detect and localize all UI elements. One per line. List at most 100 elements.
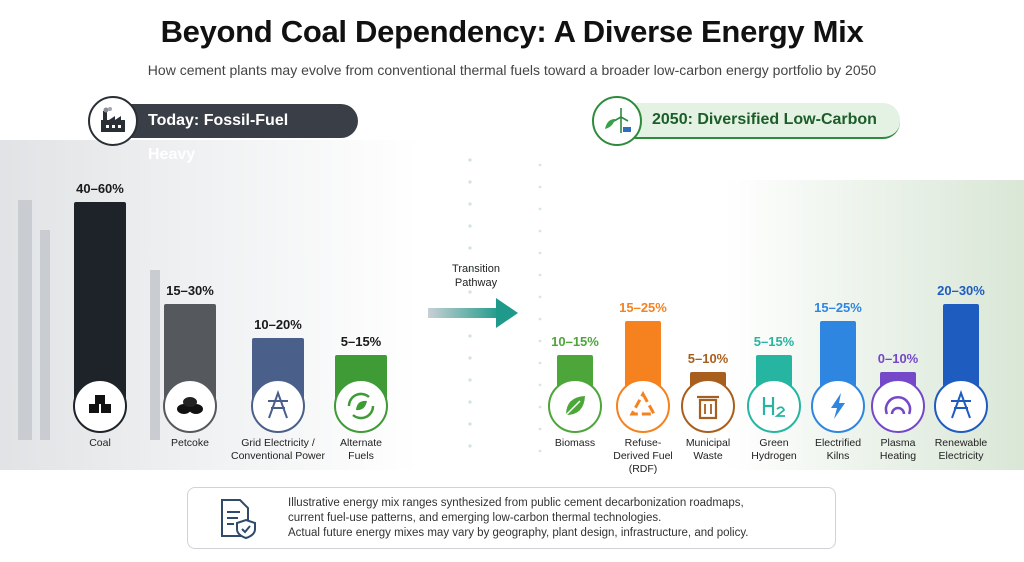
value-label: 15–25% bbox=[814, 300, 862, 315]
today-header-label: Today: Fossil-Fuel Heavy bbox=[122, 104, 358, 163]
today-header: Today: Fossil-Fuel Heavy bbox=[88, 96, 358, 163]
decorative-dot bbox=[538, 163, 542, 167]
transition-label-line1: Transition bbox=[452, 263, 500, 275]
decorative-dot bbox=[538, 317, 542, 321]
bar-coal bbox=[74, 202, 126, 406]
source-note-line: current fuel-use patterns, and emerging … bbox=[288, 512, 662, 524]
bar-group-coal: 40–60% Coal bbox=[73, 181, 127, 449]
smokestack-decoration bbox=[40, 230, 50, 440]
transition-arrow-icon bbox=[428, 158, 542, 453]
category-label: Municipal bbox=[686, 437, 730, 449]
source-note-line: Actual future energy mixes may vary by g… bbox=[288, 527, 749, 539]
leaf-icon bbox=[548, 379, 602, 433]
value-label: 0–10% bbox=[878, 351, 919, 366]
transition-label-line2: Pathway bbox=[454, 277, 498, 289]
decorative-dot bbox=[468, 224, 472, 228]
decorative-dot bbox=[538, 405, 542, 409]
value-label: 15–25% bbox=[619, 300, 667, 315]
trash-icon bbox=[681, 379, 735, 433]
decorative-dot bbox=[538, 361, 542, 365]
decorative-dot bbox=[468, 158, 472, 162]
decorative-dot bbox=[468, 268, 472, 272]
value-label: 20–30% bbox=[937, 283, 985, 298]
category-label: Renewable bbox=[935, 437, 988, 449]
decorative-dot bbox=[468, 444, 472, 448]
category-label: Grid Electricity / bbox=[241, 437, 315, 449]
category-label: Biomass bbox=[555, 437, 595, 449]
source-note-line: Illustrative energy mix ranges synthesiz… bbox=[288, 497, 744, 509]
decorative-dot bbox=[468, 246, 472, 250]
petcoke-icon bbox=[163, 379, 217, 433]
recycle-leaf-icon bbox=[334, 379, 388, 433]
bar-group-grid: 10–20% Grid Electricity /Conventional Pow… bbox=[231, 317, 325, 462]
category-label: Petcoke bbox=[171, 437, 209, 449]
wind-solar-icon bbox=[592, 96, 642, 146]
decorative-dot bbox=[538, 427, 542, 431]
smokestack-decoration bbox=[150, 270, 160, 440]
value-label: 10–20% bbox=[254, 317, 302, 332]
decorative-dot bbox=[468, 356, 472, 360]
category-label: (RDF) bbox=[629, 463, 658, 475]
bar-group-rdf: 15–25% Refuse-Derived Fuel(RDF) bbox=[613, 300, 673, 475]
decorative-dot bbox=[468, 378, 472, 382]
decorative-dot bbox=[538, 251, 542, 255]
h2-icon bbox=[747, 379, 801, 433]
value-label: 40–60% bbox=[76, 181, 124, 196]
category-label: Electrified bbox=[815, 437, 861, 449]
decorative-dot bbox=[538, 229, 542, 233]
category-label: Waste bbox=[693, 450, 723, 462]
document-shield-icon bbox=[218, 498, 258, 545]
category-label: Coal bbox=[89, 437, 111, 449]
decorative-dot bbox=[538, 339, 542, 343]
value-label: 10–15% bbox=[551, 334, 599, 349]
category-label: Heating bbox=[880, 450, 916, 462]
coal-icon bbox=[73, 379, 127, 433]
page-title: Beyond Coal Dependency: A Diverse Energy… bbox=[160, 14, 864, 49]
decorative-dot bbox=[468, 202, 472, 206]
future-header-label: 2050: Diversified Low-Carbon bbox=[626, 103, 900, 139]
decorative-dot bbox=[538, 449, 542, 453]
value-label: 15–30% bbox=[166, 283, 214, 298]
category-label: Kilns bbox=[827, 450, 850, 462]
decorative-dot bbox=[468, 422, 472, 426]
decorative-dot bbox=[538, 383, 542, 387]
bar-renewable bbox=[943, 304, 979, 406]
category-label: Green bbox=[759, 437, 788, 449]
power-tower-icon bbox=[251, 379, 305, 433]
category-label: Derived Fuel bbox=[613, 450, 673, 462]
transition-arrow-head bbox=[496, 298, 518, 328]
decorative-dot bbox=[468, 400, 472, 404]
category-label: Plasma bbox=[880, 437, 915, 449]
decorative-dot bbox=[538, 185, 542, 189]
power-tower-icon bbox=[934, 379, 988, 433]
value-label: 5–15% bbox=[341, 334, 382, 349]
bar-petcoke bbox=[164, 304, 216, 406]
decorative-dot bbox=[538, 295, 542, 299]
value-label: 5–10% bbox=[688, 351, 729, 366]
page-subtitle: How cement plants may evolve from conven… bbox=[147, 62, 877, 78]
decorative-dot bbox=[468, 290, 472, 294]
decorative-dot bbox=[468, 334, 472, 338]
category-label: Hydrogen bbox=[751, 450, 797, 462]
bar-group-biomass: 10–15% Biomass bbox=[548, 334, 602, 449]
category-label: Fuels bbox=[348, 450, 374, 462]
factory-icon bbox=[88, 96, 138, 146]
category-label: Refuse- bbox=[625, 437, 662, 449]
bar-group-petcoke: 15–30% Petcoke bbox=[163, 283, 217, 449]
category-label: Conventional Power bbox=[231, 450, 325, 462]
plasma-icon bbox=[871, 379, 925, 433]
transition-arrow-shaft bbox=[428, 308, 500, 318]
lightning-icon bbox=[811, 379, 865, 433]
category-label: Alternate bbox=[340, 437, 382, 449]
category-label: Electricity bbox=[939, 450, 985, 462]
decorative-dot bbox=[538, 207, 542, 211]
recycle-icon bbox=[616, 379, 670, 433]
decorative-dot bbox=[468, 180, 472, 184]
value-label: 5–15% bbox=[754, 334, 795, 349]
